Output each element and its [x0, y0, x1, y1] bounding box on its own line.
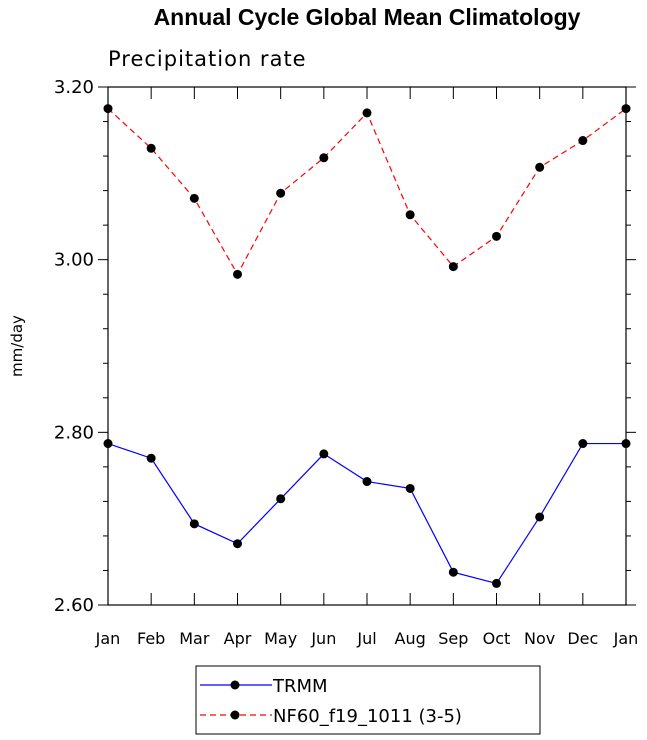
- y-tick-label: 3.00: [54, 250, 94, 271]
- data-point: [535, 512, 545, 522]
- data-point: [233, 269, 242, 279]
- data-point: [621, 439, 631, 449]
- x-tick-label: Jun: [310, 629, 336, 648]
- series-layer: [103, 104, 631, 588]
- y-tick-label: 3.20: [54, 77, 94, 98]
- y-axis-label: mm/day: [8, 315, 26, 377]
- data-point: [146, 453, 156, 463]
- data-point: [319, 449, 329, 459]
- x-tick-label: Aug: [395, 629, 426, 648]
- data-point: [535, 162, 545, 172]
- tick-labels: Jan Feb Mar Apr May Jun Jul Aug Sep Oct Nov Dec Jan2…: [54, 77, 638, 648]
- data-point: [448, 262, 458, 272]
- legend-label: TRMM: [272, 676, 328, 697]
- x-tick-label: Jan: [613, 629, 639, 648]
- y-tick-label: 2.60: [54, 595, 94, 616]
- axis-ticks: [98, 86, 636, 606]
- data-point: [146, 143, 156, 153]
- x-tick-label: Mar: [179, 629, 210, 648]
- data-point: [276, 188, 286, 198]
- data-point: [362, 108, 372, 118]
- data-point: [362, 477, 372, 487]
- data-point: [319, 153, 329, 163]
- chart-subtitle: Precipitation rate: [108, 47, 307, 71]
- x-tick-label: Oct: [483, 629, 511, 648]
- x-tick-label: Dec: [567, 629, 598, 648]
- x-tick-label: Sep: [438, 629, 468, 648]
- data-point: [405, 483, 415, 493]
- legend: TRMM NF60_f19_1011 (3-5): [200, 676, 462, 727]
- x-tick-label: May: [264, 629, 297, 648]
- data-point: [621, 104, 631, 114]
- data-point: [233, 539, 242, 549]
- x-tick-label: Nov: [524, 629, 555, 648]
- legend-label: NF60_f19_1011 (3-5): [273, 706, 462, 727]
- data-point: [189, 519, 199, 529]
- series-line: [107, 442, 626, 585]
- legend-box: [195, 665, 541, 735]
- data-point: [448, 567, 458, 577]
- legend-marker: [230, 710, 240, 720]
- x-tick-label: Feb: [137, 629, 165, 648]
- data-point: [103, 439, 113, 449]
- x-tick-label: Jan: [95, 629, 121, 648]
- data-point: [578, 136, 588, 146]
- data-point: [189, 193, 199, 203]
- chart-title: Annual Cycle Global Mean Climatology: [154, 4, 581, 30]
- x-tick-label: Apr: [224, 629, 252, 648]
- y-tick-label: 2.80: [54, 422, 94, 443]
- legend-marker: [230, 680, 240, 690]
- data-point: [103, 104, 113, 114]
- x-tick-label: Jul: [356, 629, 376, 648]
- data-point: [276, 494, 286, 504]
- plot-frame: [107, 86, 627, 606]
- data-point: [492, 578, 501, 588]
- series-line: [107, 108, 627, 276]
- data-point: [405, 210, 415, 220]
- data-point: [578, 439, 588, 449]
- data-point: [492, 231, 501, 241]
